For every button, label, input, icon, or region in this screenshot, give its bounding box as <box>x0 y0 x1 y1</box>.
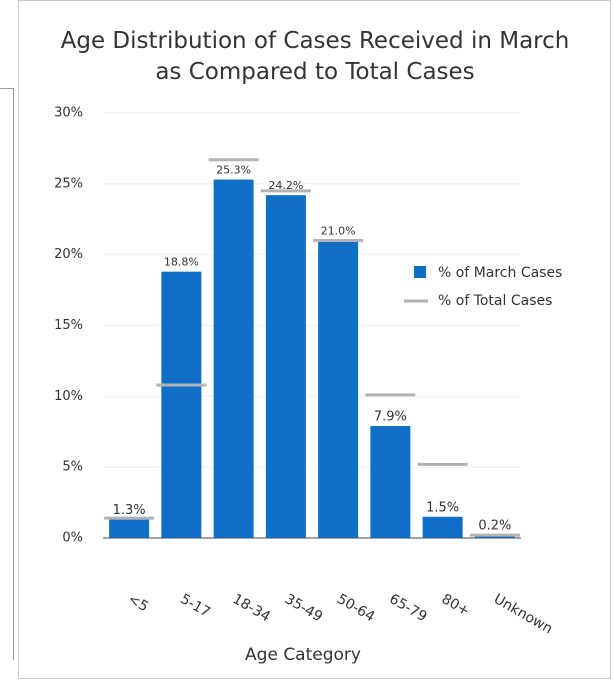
y-tick-label: 0% <box>62 531 83 546</box>
y-tick-label: 30% <box>54 106 83 121</box>
data-label: 21.0% <box>321 225 356 238</box>
y-tick-label: 25% <box>54 176 83 191</box>
bar <box>161 271 202 538</box>
data-label: 7.9% <box>374 410 407 425</box>
legend-label: % of Total Cases <box>438 293 552 309</box>
bar <box>370 426 411 538</box>
legend-swatch <box>414 266 426 278</box>
bar <box>318 240 359 538</box>
x-axis-title: Age Category <box>245 645 361 665</box>
x-tick-label: <5 <box>125 591 151 615</box>
data-label: 18.8% <box>164 256 199 269</box>
y-tick-label: 5% <box>62 460 83 475</box>
y-tick-label: 20% <box>54 247 83 262</box>
x-tick-label: 5-17 <box>177 591 213 621</box>
data-label: 1.3% <box>113 503 146 518</box>
side-panel <box>0 88 14 660</box>
x-tick-label: 80+ <box>439 591 473 620</box>
data-label: 0.2% <box>478 519 511 534</box>
chart-title: Age Distribution of Cases Received in Ma… <box>60 28 570 85</box>
x-tick-label: 35-49 <box>282 591 325 625</box>
y-tick-label: 15% <box>54 318 83 333</box>
x-tick-label: 50-64 <box>334 591 377 625</box>
x-tick-label: 65-79 <box>386 591 429 625</box>
x-tick-label: Unknown <box>491 591 555 637</box>
bar <box>109 519 150 538</box>
bar <box>213 179 254 539</box>
data-label: 24.2% <box>268 179 303 192</box>
x-tick-label: 18-34 <box>230 591 273 625</box>
bar <box>265 195 306 538</box>
y-tick-label: 10% <box>54 389 83 404</box>
legend-label: % of March Cases <box>438 265 562 281</box>
chart-card <box>18 0 611 679</box>
data-label: 1.5% <box>426 500 459 515</box>
bar <box>422 516 463 538</box>
data-label: 25.3% <box>216 164 251 177</box>
